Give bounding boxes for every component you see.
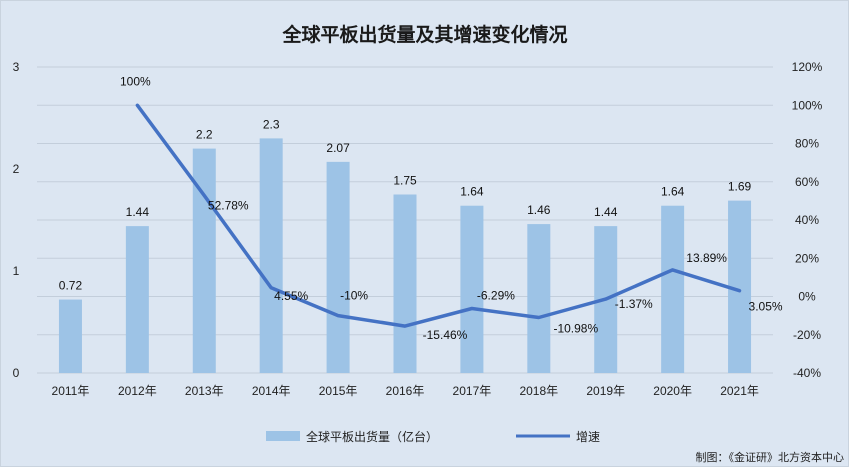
x-tick-label: 2017年 bbox=[453, 384, 492, 398]
y-left-tick-label: 2 bbox=[13, 162, 20, 176]
y-right-tick-label: 80% bbox=[795, 137, 819, 151]
x-tick-label: 2011年 bbox=[52, 384, 90, 398]
bar bbox=[393, 194, 417, 373]
growth-line bbox=[135, 103, 742, 328]
x-tick-label: 2015年 bbox=[319, 384, 358, 398]
bar-value-label: 1.46 bbox=[527, 203, 551, 217]
bar-value-label: 1.44 bbox=[126, 205, 150, 219]
bar bbox=[460, 205, 484, 373]
y-right-tick-label: 120% bbox=[792, 60, 823, 74]
x-tick-label: 2013年 bbox=[185, 384, 224, 398]
line-value-label: 52.78% bbox=[208, 199, 249, 213]
x-tick-label: 2016年 bbox=[386, 384, 425, 398]
y-right-tick-label: 60% bbox=[795, 175, 819, 189]
y-left-tick-label: 0 bbox=[13, 366, 20, 380]
bar bbox=[259, 138, 283, 373]
y-right-tick-label: -40% bbox=[793, 366, 821, 380]
bar-series bbox=[58, 138, 752, 373]
bar-value-label: 1.75 bbox=[393, 174, 417, 188]
bar-value-label: 1.44 bbox=[594, 205, 618, 219]
line-value-label: -6.29% bbox=[477, 289, 515, 303]
line-value-label: 4.55% bbox=[274, 289, 308, 303]
bar-value-label: 2.07 bbox=[326, 141, 350, 155]
line-value-label: 3.05% bbox=[749, 300, 783, 314]
bar-value-label: 1.64 bbox=[661, 185, 685, 199]
bar bbox=[728, 200, 752, 373]
y-right-tick-label: 40% bbox=[795, 213, 819, 227]
data-labels: 0.72 1.44 2.2 2.3 2.07 1.75 1.64 1.46 1.44 1.64 1.… bbox=[59, 74, 783, 342]
line-value-label: -10.98% bbox=[553, 321, 598, 335]
bar-value-label: 1.64 bbox=[460, 185, 484, 199]
line-series bbox=[135, 103, 742, 328]
x-tick-label: 2019年 bbox=[586, 384, 625, 398]
source-credit: 制图：《金证研》北方资本中心 bbox=[696, 450, 845, 464]
x-tick-label: 2021年 bbox=[720, 384, 759, 398]
y-left-tick-label: 3 bbox=[13, 60, 20, 74]
x-tick-label: 2020年 bbox=[653, 384, 692, 398]
legend-label-line: 增速 bbox=[576, 430, 600, 444]
bar bbox=[326, 161, 350, 373]
x-tick-label: 2012年 bbox=[118, 384, 157, 398]
legend: 全球平板出货量（亿台） 增速 bbox=[266, 429, 600, 444]
x-tick-label: 2018年 bbox=[519, 384, 558, 398]
axis-ticks: -40% -20% 0% 20% 40% 60% 80% 100% 120% 0 1 2 3 2011年 2… bbox=[13, 60, 823, 398]
y-right-tick-label: -20% bbox=[793, 328, 821, 342]
bar-value-label: 2.3 bbox=[263, 117, 280, 131]
line-value-label: 13.89% bbox=[686, 251, 727, 265]
bar bbox=[527, 224, 551, 373]
bar bbox=[661, 205, 685, 373]
bar-value-label: 2.2 bbox=[196, 128, 213, 142]
bar-value-label: 0.72 bbox=[59, 279, 83, 293]
bar-value-label: 1.69 bbox=[728, 180, 752, 194]
y-right-tick-label: 20% bbox=[795, 251, 819, 265]
legend-swatch-bar bbox=[266, 431, 300, 441]
line-value-label: 100% bbox=[120, 74, 151, 88]
legend-label-bar: 全球平板出货量（亿台） bbox=[306, 429, 438, 444]
bar bbox=[58, 299, 82, 373]
line-value-label: -1.37% bbox=[615, 297, 653, 311]
chart-title: 全球平板出货量及其增速变化情况 bbox=[281, 23, 567, 46]
y-left-tick-label: 1 bbox=[13, 264, 20, 278]
y-right-tick-label: 0% bbox=[798, 290, 816, 304]
y-right-tick-label: 100% bbox=[792, 98, 823, 112]
x-tick-label: 2014年 bbox=[252, 384, 291, 398]
bar bbox=[125, 226, 149, 373]
line-value-label: -10% bbox=[340, 289, 368, 303]
line-value-label: -15.46% bbox=[423, 328, 468, 342]
